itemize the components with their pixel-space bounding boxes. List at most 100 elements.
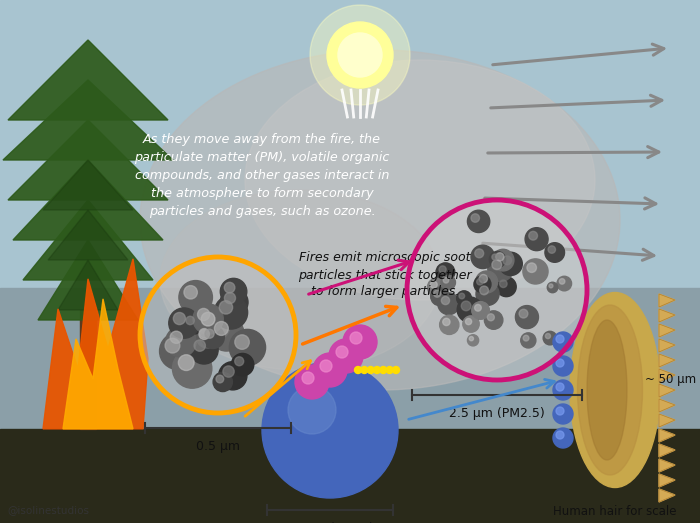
Circle shape bbox=[216, 375, 224, 383]
Polygon shape bbox=[659, 309, 675, 322]
Polygon shape bbox=[58, 260, 118, 310]
Bar bbox=[0, 288, 700, 523]
Polygon shape bbox=[23, 200, 153, 280]
Circle shape bbox=[472, 302, 489, 319]
Circle shape bbox=[170, 331, 183, 343]
Circle shape bbox=[545, 334, 550, 338]
Bar bbox=[0, 0, 700, 288]
Circle shape bbox=[205, 329, 214, 338]
Circle shape bbox=[160, 333, 197, 370]
Circle shape bbox=[461, 301, 471, 311]
Polygon shape bbox=[659, 459, 675, 472]
Ellipse shape bbox=[570, 292, 660, 487]
Circle shape bbox=[407, 200, 587, 380]
Circle shape bbox=[456, 291, 472, 305]
Circle shape bbox=[183, 313, 204, 334]
Circle shape bbox=[442, 319, 450, 326]
Text: 10 μm (PM10): 10 μm (PM10) bbox=[286, 522, 374, 523]
Circle shape bbox=[223, 366, 234, 377]
Polygon shape bbox=[3, 80, 173, 160]
Ellipse shape bbox=[578, 305, 643, 475]
Circle shape bbox=[553, 428, 573, 448]
Circle shape bbox=[327, 22, 393, 88]
Circle shape bbox=[336, 346, 348, 358]
Circle shape bbox=[476, 282, 499, 305]
Circle shape bbox=[553, 356, 573, 376]
Circle shape bbox=[343, 325, 377, 359]
Circle shape bbox=[457, 297, 482, 323]
Circle shape bbox=[194, 340, 205, 351]
Circle shape bbox=[302, 372, 314, 384]
Circle shape bbox=[354, 367, 361, 373]
Ellipse shape bbox=[160, 190, 440, 370]
Circle shape bbox=[140, 257, 296, 413]
Circle shape bbox=[489, 252, 505, 268]
Circle shape bbox=[559, 279, 565, 284]
Circle shape bbox=[224, 282, 235, 293]
Circle shape bbox=[310, 5, 410, 105]
Polygon shape bbox=[659, 474, 675, 487]
Circle shape bbox=[202, 326, 224, 348]
Circle shape bbox=[488, 256, 514, 281]
Circle shape bbox=[499, 252, 522, 276]
Polygon shape bbox=[659, 399, 675, 412]
Circle shape bbox=[230, 329, 265, 366]
Circle shape bbox=[213, 372, 232, 392]
Text: Fires emit microscopic soot
particles that stick together
to form larger particl: Fires emit microscopic soot particles th… bbox=[298, 252, 472, 299]
Polygon shape bbox=[13, 160, 163, 240]
Circle shape bbox=[196, 325, 219, 348]
Circle shape bbox=[440, 315, 459, 334]
Circle shape bbox=[380, 367, 387, 373]
Polygon shape bbox=[659, 369, 675, 382]
Circle shape bbox=[329, 339, 363, 373]
Circle shape bbox=[475, 249, 484, 258]
Circle shape bbox=[549, 284, 553, 288]
Circle shape bbox=[492, 249, 514, 271]
Circle shape bbox=[165, 338, 180, 353]
Circle shape bbox=[459, 293, 465, 299]
Circle shape bbox=[547, 282, 558, 293]
Circle shape bbox=[214, 322, 228, 335]
Circle shape bbox=[174, 312, 186, 325]
Circle shape bbox=[434, 290, 441, 297]
Circle shape bbox=[527, 263, 536, 272]
Circle shape bbox=[220, 278, 247, 305]
Polygon shape bbox=[63, 299, 133, 429]
Circle shape bbox=[492, 260, 502, 270]
Polygon shape bbox=[659, 339, 675, 352]
Text: @isolinestudios: @isolinestudios bbox=[7, 505, 89, 515]
Circle shape bbox=[471, 214, 480, 222]
Circle shape bbox=[196, 307, 230, 342]
Circle shape bbox=[556, 383, 564, 391]
Circle shape bbox=[556, 335, 564, 343]
Circle shape bbox=[288, 386, 336, 434]
Circle shape bbox=[519, 309, 528, 318]
Circle shape bbox=[479, 275, 487, 283]
Circle shape bbox=[439, 266, 446, 273]
Circle shape bbox=[234, 357, 244, 366]
Circle shape bbox=[515, 305, 538, 328]
Circle shape bbox=[528, 231, 538, 240]
Circle shape bbox=[443, 278, 449, 283]
Circle shape bbox=[500, 280, 507, 288]
Circle shape bbox=[225, 292, 235, 303]
Ellipse shape bbox=[245, 60, 595, 300]
Circle shape bbox=[556, 407, 564, 415]
Circle shape bbox=[201, 312, 215, 326]
Polygon shape bbox=[8, 120, 168, 200]
Circle shape bbox=[232, 354, 254, 376]
Circle shape bbox=[190, 336, 218, 364]
Text: As they move away from the fire, the
particulate matter (PM), volatile organic
c: As they move away from the fire, the par… bbox=[134, 132, 390, 218]
Circle shape bbox=[178, 355, 194, 370]
Circle shape bbox=[496, 277, 516, 297]
Text: 2.5 μm (PM2.5): 2.5 μm (PM2.5) bbox=[449, 407, 545, 420]
Circle shape bbox=[320, 360, 332, 372]
Circle shape bbox=[556, 431, 564, 439]
Circle shape bbox=[179, 280, 212, 314]
Circle shape bbox=[557, 276, 572, 291]
Polygon shape bbox=[659, 324, 675, 337]
Circle shape bbox=[525, 228, 548, 251]
Polygon shape bbox=[659, 429, 675, 442]
Circle shape bbox=[436, 263, 455, 281]
Ellipse shape bbox=[587, 320, 627, 460]
